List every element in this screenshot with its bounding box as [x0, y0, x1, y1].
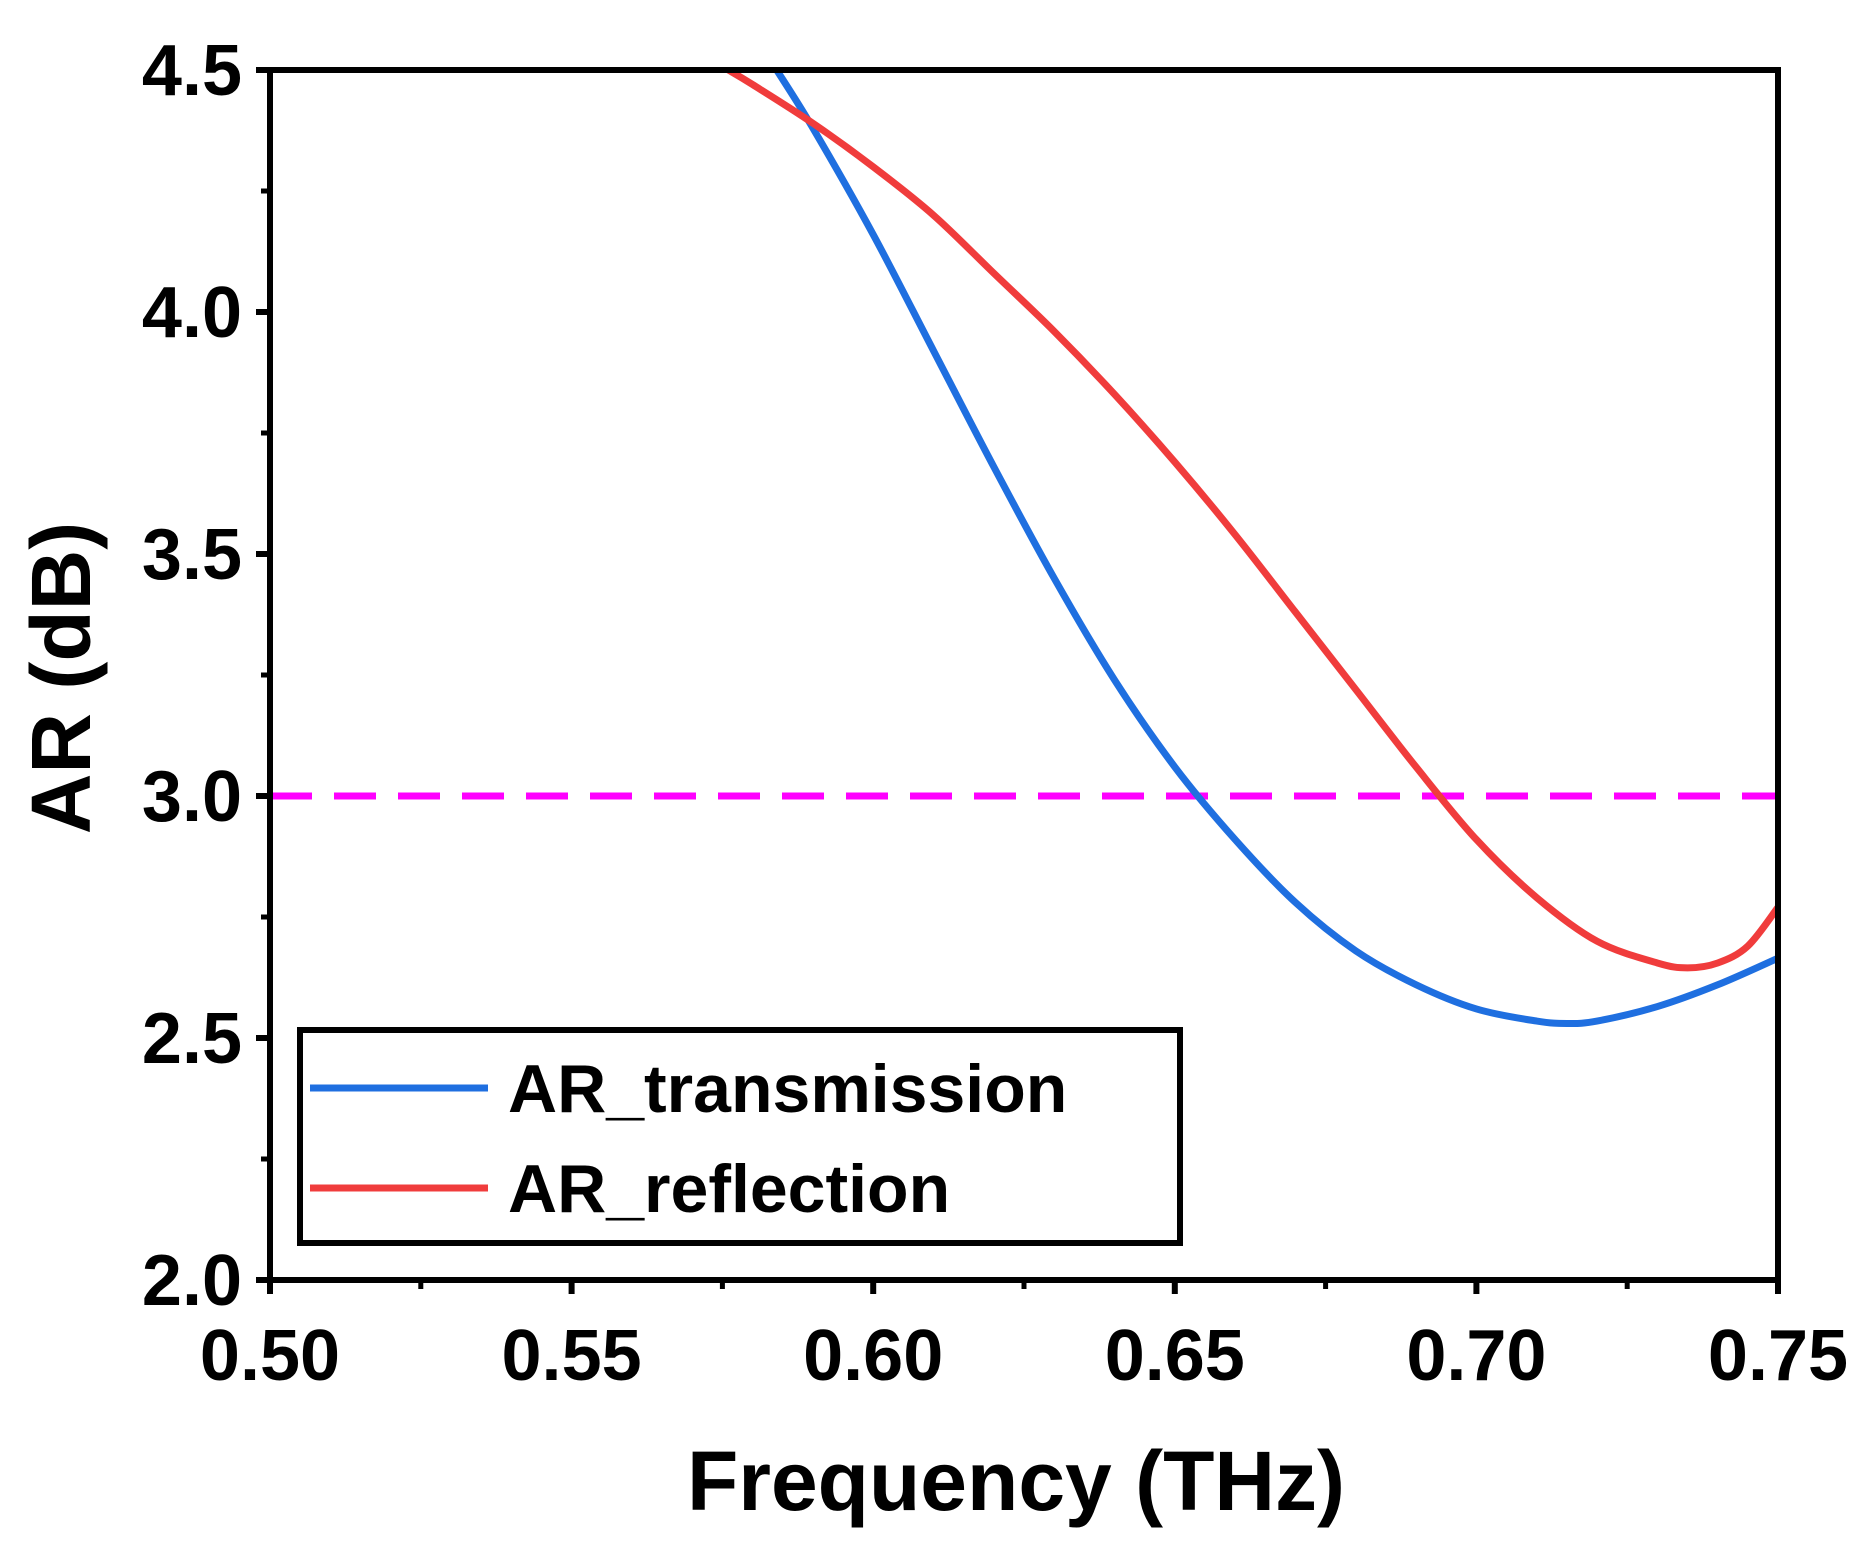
y-axis-title: AR (dB)	[14, 522, 108, 835]
y-tick-label: 3.0	[142, 757, 242, 837]
y-ticks: 2.0 2.5 3.0 3.5 4.0 4.5	[142, 31, 270, 1321]
x-ticks: 0.50 0.55 0.60 0.65 0.70 0.75	[200, 1280, 1848, 1396]
y-tick-label: 2.5	[142, 999, 242, 1079]
legend-label-ar-reflection: AR_reflection	[508, 1151, 950, 1227]
legend-box	[297, 1027, 1183, 1246]
series-lines	[726, 70, 1778, 1027]
y-tick-label: 4.5	[142, 31, 242, 111]
x-tick-label: 0.65	[1105, 1316, 1245, 1396]
legend-label-ar-transmission: AR_transmission	[508, 1051, 1067, 1127]
series-line-ar-reflection	[726, 70, 1778, 972]
plot-frame	[267, 67, 1781, 1283]
y-tick-label: 4.0	[142, 273, 242, 353]
series-line-ar-transmission	[773, 70, 1778, 1027]
y-tick-label: 2.0	[142, 1241, 242, 1321]
x-tick-label: 0.55	[502, 1316, 642, 1396]
x-tick-label: 0.75	[1708, 1316, 1848, 1396]
y-tick-label: 3.5	[142, 515, 242, 595]
x-tick-label: 0.70	[1406, 1316, 1546, 1396]
x-axis-title: Frequency (THz)	[687, 1434, 1345, 1528]
legend: AR_transmission AR_reflection	[297, 1027, 1183, 1246]
x-tick-label: 0.60	[803, 1316, 943, 1396]
x-tick-label: 0.50	[200, 1316, 340, 1396]
